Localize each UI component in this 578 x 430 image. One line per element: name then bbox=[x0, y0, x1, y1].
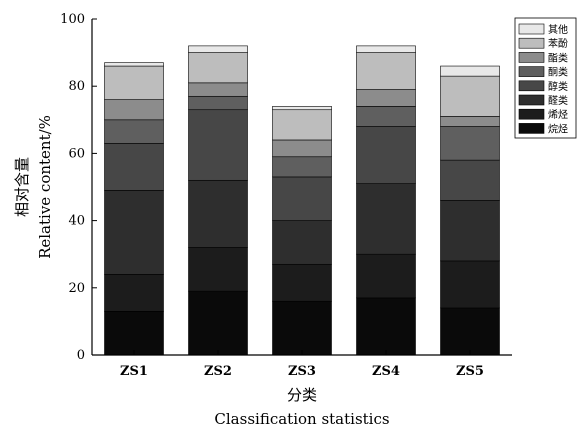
bar-segment-zs1-s1 bbox=[104, 274, 164, 312]
legend-swatch bbox=[518, 66, 545, 77]
bar-segment-zs3-s6 bbox=[272, 109, 332, 141]
y-axis-title-en: Relative content/% bbox=[36, 115, 54, 259]
bar-segment-zs3-s5 bbox=[272, 139, 332, 158]
legend-label: 烯烃 bbox=[548, 108, 568, 121]
y-tick-label: 0 bbox=[77, 348, 85, 363]
y-tick-label: 80 bbox=[68, 79, 85, 94]
legend-label: 苯酚 bbox=[548, 37, 568, 50]
x-ticks: ZS1 ZS2 ZS3 ZS4 ZS5 bbox=[120, 350, 484, 379]
legend-swatch bbox=[518, 52, 545, 63]
x-axis-title-en: Classification statistics bbox=[214, 410, 389, 428]
x-tick-label-zs4: ZS4 bbox=[372, 364, 400, 379]
bar-segment-zs1-s2 bbox=[104, 190, 164, 275]
legend-label: 酮类 bbox=[548, 66, 568, 79]
legend-swatch bbox=[518, 123, 545, 134]
bar-segment-zs2-s0 bbox=[188, 290, 248, 356]
y-ticks: 0 20 40 60 80 100 bbox=[60, 12, 97, 363]
y-tick-label: 60 bbox=[68, 146, 85, 161]
bar-segment-zs5-s3 bbox=[440, 159, 500, 201]
legend-swatch bbox=[518, 94, 545, 106]
bar-segment-zs2-s3 bbox=[188, 109, 248, 181]
legend-label: 烷烃 bbox=[548, 122, 568, 135]
legend-label: 醛类 bbox=[548, 94, 568, 107]
bar-stack-zs1 bbox=[104, 62, 164, 356]
bar-segment-zs3-s3 bbox=[272, 176, 332, 221]
bar-segment-zs3-s7 bbox=[272, 106, 332, 111]
bar-segment-zs2-s2 bbox=[188, 179, 248, 248]
legend-swatch bbox=[518, 80, 545, 92]
x-tick-label-zs3: ZS3 bbox=[288, 364, 316, 379]
bar-segment-zs2-s1 bbox=[188, 247, 248, 292]
bar-segment-zs1-s5 bbox=[104, 99, 164, 121]
bar-segment-zs3-s4 bbox=[272, 156, 332, 178]
bar-segment-zs1-s4 bbox=[104, 119, 164, 144]
bar-segment-zs3-s1 bbox=[272, 263, 332, 302]
bar-segment-zs4-s3 bbox=[356, 126, 416, 184]
legend-label: 醇类 bbox=[548, 80, 568, 93]
bar-segment-zs5-s6 bbox=[440, 75, 500, 117]
bar-segment-zs4-s4 bbox=[356, 106, 416, 127]
bar-segment-zs2-s6 bbox=[188, 52, 248, 84]
bar-segment-zs2-s5 bbox=[188, 82, 248, 97]
bar-segment-zs4-s6 bbox=[356, 52, 416, 90]
bar-stack-zs4 bbox=[356, 45, 416, 356]
legend-label: 酯类 bbox=[548, 51, 568, 64]
bar-segment-zs5-s0 bbox=[440, 307, 500, 356]
x-tick-label-zs5: ZS5 bbox=[456, 364, 484, 379]
y-tick-label: 100 bbox=[60, 12, 85, 27]
x-tick-label-zs2: ZS2 bbox=[204, 364, 232, 379]
bar-segment-zs5-s4 bbox=[440, 126, 500, 161]
bar-segment-zs4-s2 bbox=[356, 183, 416, 255]
bar-stack-zs3 bbox=[272, 106, 332, 356]
bar-segment-zs1-s3 bbox=[104, 143, 164, 191]
bar-segment-zs1-s6 bbox=[104, 65, 164, 100]
bars-layer bbox=[104, 45, 500, 356]
bar-segment-zs4-s0 bbox=[356, 297, 416, 356]
bar-segment-zs5-s7 bbox=[440, 65, 500, 77]
legend-swatch bbox=[518, 23, 545, 35]
bar-segment-zs3-s0 bbox=[272, 300, 332, 356]
bar-segment-zs5-s2 bbox=[440, 200, 500, 262]
bar-segment-zs4-s1 bbox=[356, 253, 416, 299]
bar-segment-zs5-s5 bbox=[440, 116, 500, 127]
y-tick-label: 20 bbox=[68, 281, 85, 296]
bar-stack-zs2 bbox=[188, 45, 248, 356]
legend-swatch bbox=[518, 108, 545, 120]
legend-swatch bbox=[518, 37, 545, 49]
bar-stack-zs5 bbox=[440, 65, 500, 356]
y-tick-label: 40 bbox=[68, 214, 85, 229]
y-axis-title-cn: 相对含量 bbox=[13, 157, 31, 217]
x-axis-title-cn: 分类 bbox=[287, 386, 317, 404]
bar-segment-zs2-s7 bbox=[188, 45, 248, 53]
x-tick-label-zs1: ZS1 bbox=[120, 364, 148, 379]
bar-segment-zs1-s0 bbox=[104, 311, 164, 356]
bar-segment-zs4-s5 bbox=[356, 89, 416, 107]
bar-segment-zs4-s7 bbox=[356, 45, 416, 53]
bar-segment-zs3-s2 bbox=[272, 220, 332, 265]
bar-segment-zs5-s1 bbox=[440, 260, 500, 309]
bar-segment-zs2-s4 bbox=[188, 95, 248, 111]
legend-label: 其他 bbox=[548, 23, 568, 36]
bar-segment-zs1-s7 bbox=[104, 62, 164, 67]
